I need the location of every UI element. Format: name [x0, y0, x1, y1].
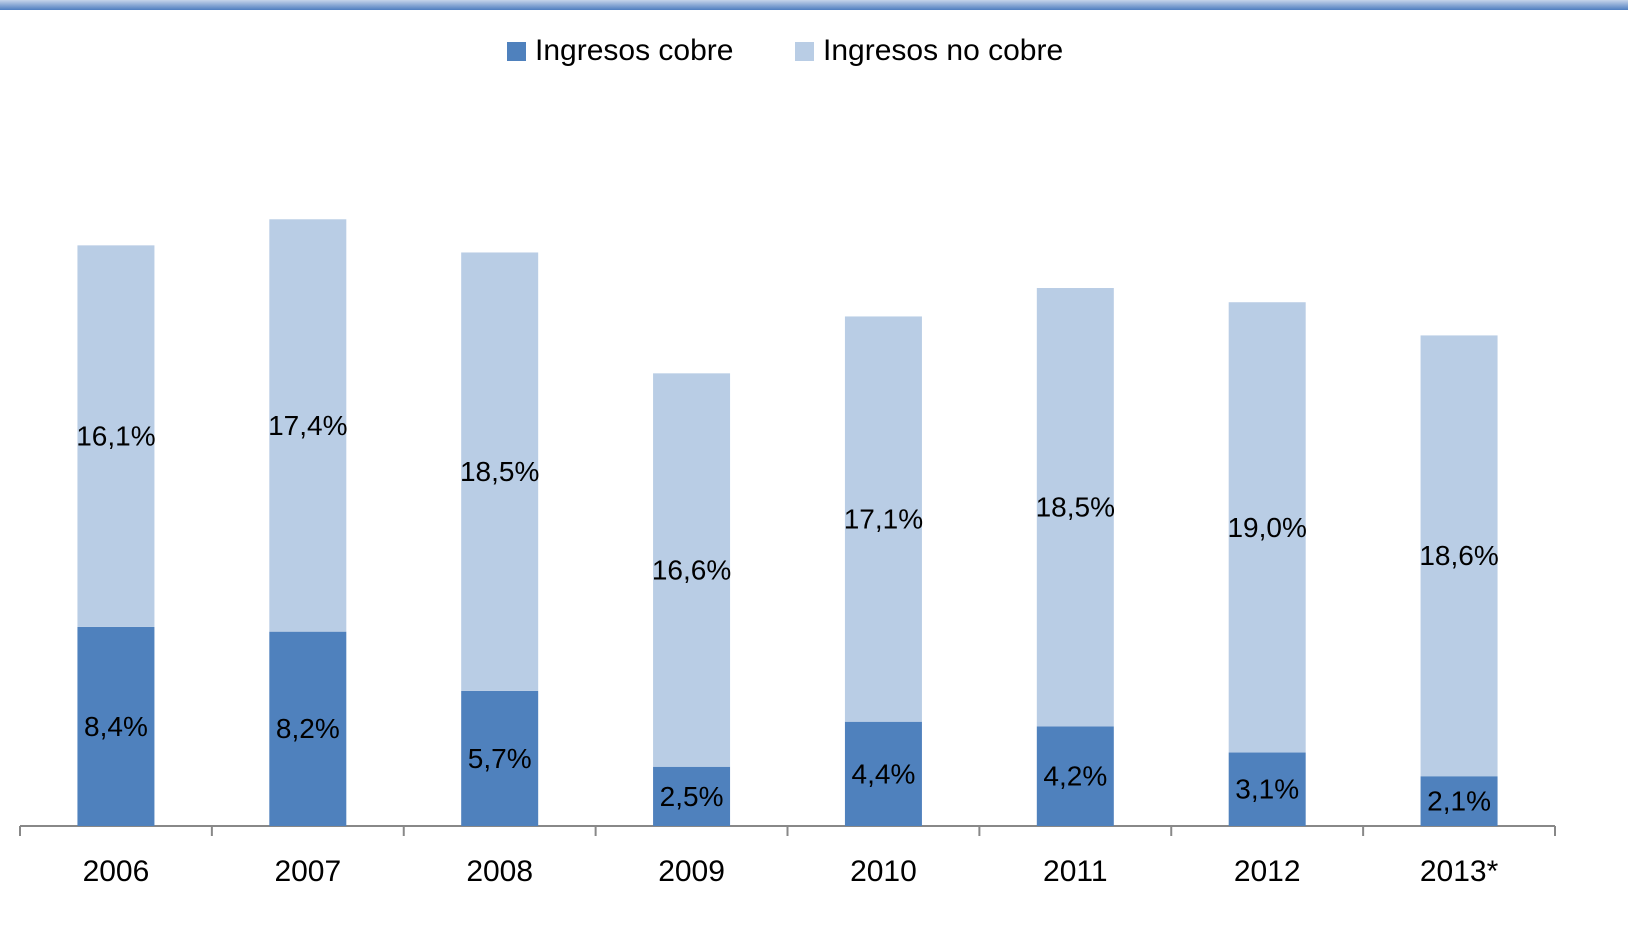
bar-segment — [1036, 288, 1114, 727]
data-label: 19,0% — [1227, 512, 1306, 543]
legend-swatch — [795, 42, 814, 61]
bar-segment — [1228, 752, 1306, 826]
bar-segment — [1036, 726, 1114, 826]
legend-label: Ingresos cobre — [535, 34, 733, 67]
x-tick-label: 2007 — [274, 855, 341, 888]
data-label: 4,4% — [852, 758, 916, 789]
data-label: 2,5% — [660, 781, 724, 812]
bar-segment — [844, 316, 922, 722]
bar-segment — [1228, 302, 1306, 753]
data-label: 17,4% — [268, 410, 347, 441]
bar-segment — [1420, 335, 1498, 777]
bar-segment — [461, 690, 539, 826]
data-label: 8,4% — [84, 711, 148, 742]
legend-swatch — [507, 42, 526, 61]
data-label: 16,6% — [652, 554, 731, 585]
bar-segment — [461, 252, 539, 691]
bar-segment — [77, 626, 155, 826]
x-tick-label: 2013* — [1420, 855, 1499, 888]
data-label: 18,5% — [460, 456, 539, 487]
bar-segment — [653, 373, 731, 767]
bar-segment — [653, 766, 731, 826]
bar-segment — [1420, 776, 1498, 826]
x-tick-label: 2008 — [466, 855, 533, 888]
bar-segment — [269, 631, 347, 826]
bar-segment — [269, 219, 347, 632]
x-tick-label: 2010 — [850, 855, 917, 888]
data-label: 18,5% — [1036, 492, 1115, 523]
x-tick-label: 2006 — [83, 855, 150, 888]
data-label: 18,6% — [1419, 540, 1498, 571]
x-tick-label: 2012 — [1234, 855, 1301, 888]
bar-segment — [77, 245, 155, 627]
top-border — [0, 0, 1628, 10]
bar-segment — [844, 721, 922, 826]
x-tick-label: 2011 — [1043, 855, 1108, 888]
data-label: 5,7% — [468, 743, 532, 774]
data-label: 4,2% — [1043, 761, 1107, 792]
legend-label: Ingresos no cobre — [823, 34, 1063, 67]
data-label: 17,1% — [844, 503, 923, 534]
data-label: 3,1% — [1235, 774, 1299, 805]
data-label: 8,2% — [276, 713, 340, 744]
x-tick-label: 2009 — [658, 855, 725, 888]
data-label: 2,1% — [1427, 786, 1491, 817]
data-label: 16,1% — [76, 421, 155, 452]
